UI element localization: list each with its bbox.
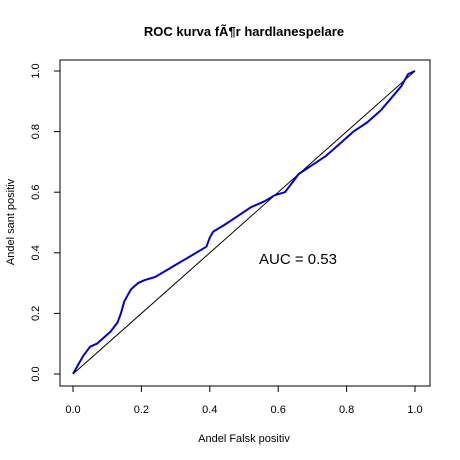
y-axis-label: Andel sant positiv xyxy=(5,178,17,265)
y-tick-label: 0.2 xyxy=(30,306,42,321)
chart-title: ROC kurva fÃ¶r hardlanespelare xyxy=(144,24,344,39)
y-tick-label: 0.8 xyxy=(30,124,42,139)
roc-curve-line xyxy=(72,70,416,375)
y-tick-label: 0.0 xyxy=(30,366,42,381)
x-axis-label: Andel Falsk positiv xyxy=(198,433,290,445)
x-tick-label: 0.4 xyxy=(202,404,217,416)
y-tick-label: 1.0 xyxy=(30,63,42,78)
x-tick-label: 0.8 xyxy=(339,404,354,416)
x-tick-label: 1.0 xyxy=(407,404,422,416)
x-tick-label: 0.2 xyxy=(134,404,149,416)
x-tick-label: 0.6 xyxy=(271,404,286,416)
x-tick-label: 0.0 xyxy=(65,404,80,416)
reference-diagonal-line xyxy=(72,70,416,375)
auc-annotation: AUC = 0.53 xyxy=(259,251,337,268)
y-tick-label: 0.6 xyxy=(30,185,42,200)
y-tick-label: 0.4 xyxy=(30,245,42,260)
plot-frame xyxy=(59,59,431,387)
